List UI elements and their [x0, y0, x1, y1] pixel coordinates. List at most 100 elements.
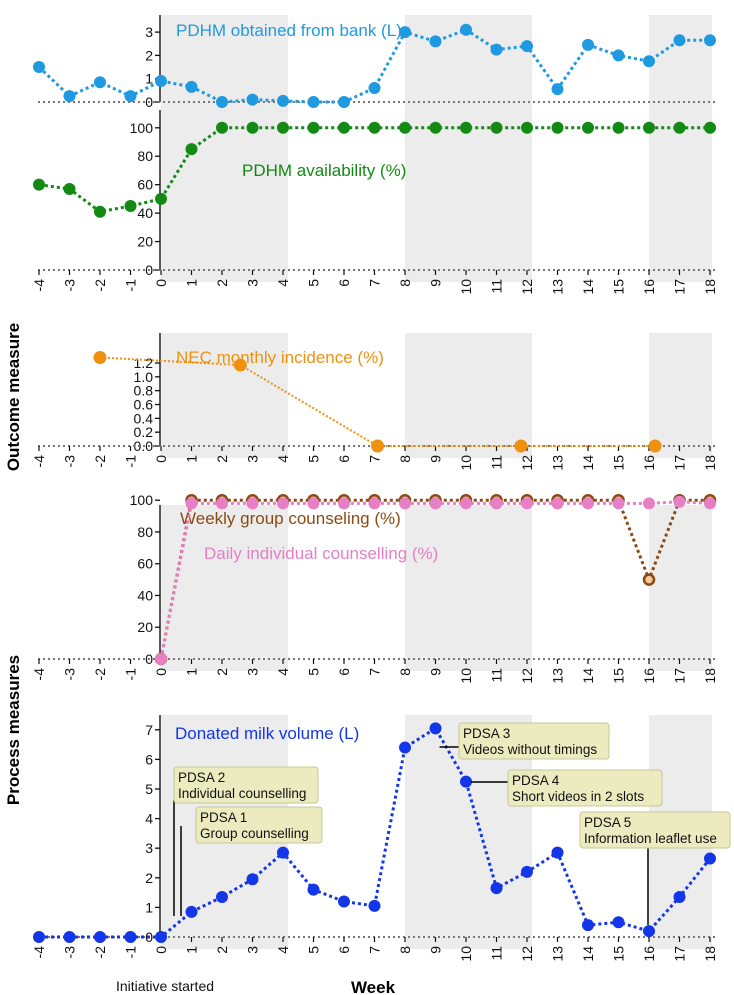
pdhm-availability-x-tick-label: 14 — [580, 279, 596, 295]
nec-incidence-point — [648, 439, 662, 453]
pdhm-availability-y-tick-label: 100 — [130, 120, 154, 136]
pdhm-availability-point — [185, 143, 198, 156]
counselling-point — [246, 497, 259, 510]
donated-milk-point — [704, 852, 716, 865]
donated-milk-point — [33, 931, 45, 943]
pdsa-description: Information leaflet use — [584, 831, 717, 846]
nec-incidence-y-tick-label: 0.8 — [134, 383, 154, 399]
counselling-point — [216, 497, 228, 510]
donated-milk-y-tick-label: 5 — [145, 781, 153, 797]
donated-milk-x-tick-label: -3 — [62, 946, 78, 959]
pdhm-availability-x-tick-label: 1 — [184, 279, 200, 287]
donated-milk-point — [429, 722, 442, 735]
nec-incidence-y-tick-label: 0.4 — [134, 410, 154, 426]
pdhm-availability-x-tick-label: 4 — [275, 279, 291, 287]
pdhm-availability-point — [399, 121, 411, 134]
pdhm-bank-point — [368, 82, 381, 95]
counselling-x-tick-label: 7 — [367, 668, 383, 676]
counselling-panel: 020406080100-4-3-2-101234567891011121314… — [31, 492, 718, 684]
nec-incidence-x-tick-label: 7 — [367, 455, 383, 463]
donated-milk-y-tick-label: 3 — [145, 840, 153, 856]
pdhm-availability-x-tick-label: 0 — [153, 279, 169, 287]
pdhm-availability-point — [429, 121, 442, 134]
donated-milk-x-tick-label: 7 — [367, 946, 383, 954]
nec-incidence-x-tick-label: 18 — [702, 455, 718, 471]
pdsa-description: Group counselling — [200, 826, 309, 841]
pdhm-availability-point — [368, 121, 381, 134]
nec-incidence-point — [514, 439, 528, 453]
counselling-x-tick-label: 15 — [611, 668, 627, 684]
nec-incidence-point — [371, 439, 385, 453]
nec-incidence-y-tick-label: 0.6 — [134, 397, 154, 413]
counselling-x-tick-label: 16 — [641, 668, 657, 684]
donated-milk-panel: 01234567-4-3-2-1012345678910111213141516… — [31, 715, 731, 962]
counselling-y-tick-label: 40 — [137, 587, 153, 603]
counselling-x-tick-label: 17 — [672, 668, 688, 684]
counselling-y-tick-label: 20 — [137, 619, 153, 635]
pdhm-bank-point — [704, 34, 716, 47]
donated-milk-x-tick-label: 14 — [580, 946, 596, 962]
pdhm-availability-shade-band-1 — [161, 110, 288, 282]
pdhm-availability-x-tick-label: 2 — [214, 279, 230, 287]
donated-milk-point — [399, 741, 411, 754]
pdhm-bank-title: PDHM obtained from bank (L) — [176, 21, 402, 40]
donated-milk-point — [63, 931, 76, 943]
counselling-shade-band-3 — [649, 505, 712, 671]
pdhm-availability-point — [612, 121, 625, 134]
counselling-x-tick-label: -1 — [123, 668, 139, 681]
pdhm-availability-point — [490, 121, 503, 134]
donated-milk-x-tick-label: -2 — [92, 946, 108, 959]
pdsa-title: PDSA 3 — [463, 726, 510, 741]
pdhm-availability-point — [673, 121, 686, 134]
donated-milk-x-tick-label: 8 — [397, 946, 413, 954]
nec-incidence-shade-band-1 — [161, 333, 288, 458]
pdhm-availability-x-tick-label: 7 — [367, 279, 383, 287]
pdhm-availability-x-tick-label: 16 — [641, 279, 657, 295]
pdhm-availability-x-tick-label: 5 — [306, 279, 322, 287]
nec-incidence-x-tick-label: 0 — [153, 455, 169, 463]
nec-incidence-x-tick-label: 3 — [245, 455, 261, 463]
pdhm-bank-point — [277, 94, 289, 107]
counselling-x-tick-label: 4 — [275, 668, 291, 676]
nec-incidence-y-tick-label: 0.2 — [134, 424, 154, 440]
pdhm-bank-point — [521, 40, 533, 53]
donated-milk-x-tick-label: 5 — [306, 946, 322, 954]
counselling-x-tick-label: 9 — [428, 668, 444, 676]
counselling-point — [185, 497, 198, 510]
nec-incidence-x-tick-label: 6 — [336, 455, 352, 463]
pdsa-description: Videos without timings — [463, 742, 597, 757]
pdsa-box — [173, 766, 319, 804]
donated-milk-x-tick-label: 12 — [519, 946, 535, 962]
donated-milk-point — [460, 775, 472, 788]
pdhm-availability-point — [338, 121, 350, 134]
counselling-point — [429, 497, 442, 510]
donated-milk-point — [246, 873, 259, 886]
counselling-point — [368, 497, 381, 510]
nec-incidence-y-tick-label: 1.0 — [134, 369, 154, 385]
counselling-point — [490, 497, 503, 510]
pdhm-bank-point — [307, 96, 320, 108]
pdhm-availability-point — [94, 205, 106, 218]
pdhm-bank-point — [338, 96, 350, 108]
donated-milk-title: Donated milk volume (L) — [175, 724, 359, 743]
counselling-point — [673, 495, 686, 508]
pdhm-availability-x-tick-label: 9 — [428, 279, 444, 287]
pdsa-title: PDSA 4 — [512, 773, 560, 788]
donated-milk-point — [521, 865, 533, 878]
donated-milk-point — [155, 931, 167, 943]
donated-milk-point — [94, 931, 106, 943]
counselling-x-tick-label: -2 — [92, 668, 108, 681]
pdhm-availability-x-tick-label: 6 — [336, 279, 352, 287]
counselling-x-tick-label: 18 — [702, 668, 718, 684]
pdhm-bank-shade-band-1 — [161, 15, 288, 112]
pdhm-availability-y-tick-label: 40 — [137, 205, 153, 221]
pdhm-availability-x-tick-label: 3 — [245, 279, 261, 287]
nec-incidence-x-tick-label: 12 — [519, 455, 535, 471]
donated-milk-x-tick-label: 0 — [153, 946, 169, 954]
pdhm-availability-point — [277, 121, 289, 134]
nec-incidence-x-tick-label: -1 — [123, 455, 139, 468]
